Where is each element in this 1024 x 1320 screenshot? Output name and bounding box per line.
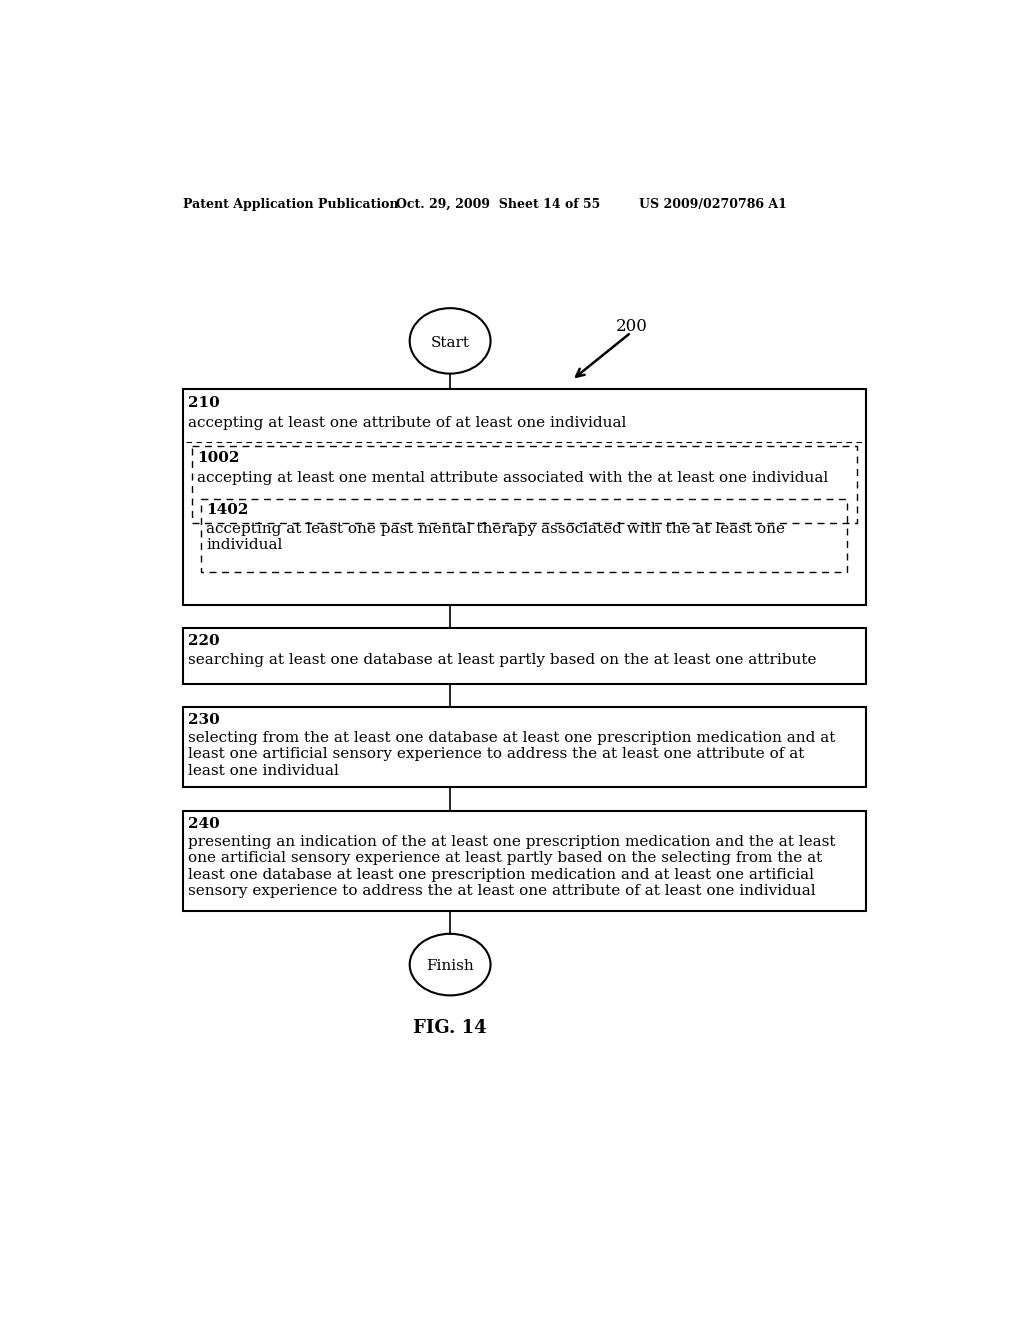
Bar (183, 706, 866, 788)
Text: accepting at least one past mental therapy associated with the at least one
indi: accepting at least one past mental thera… (206, 521, 785, 552)
Text: FIG. 14: FIG. 14 (414, 1019, 487, 1036)
Text: 220: 220 (188, 635, 220, 648)
Text: 230: 230 (188, 713, 220, 727)
Text: 1402: 1402 (206, 503, 249, 517)
Text: presenting an indication of the at least one prescription medication and the at : presenting an indication of the at least… (188, 836, 836, 898)
Text: 1002: 1002 (197, 451, 240, 465)
Text: 240: 240 (188, 817, 220, 830)
Text: Start: Start (431, 337, 470, 350)
Text: Finish: Finish (426, 960, 474, 973)
Bar (183, 628, 866, 684)
Text: searching at least one database at least partly based on the at least one attrib: searching at least one database at least… (188, 653, 817, 667)
Bar (202, 499, 848, 572)
Bar (183, 389, 866, 605)
Text: Oct. 29, 2009  Sheet 14 of 55: Oct. 29, 2009 Sheet 14 of 55 (396, 198, 600, 211)
Text: accepting at least one mental attribute associated with the at least one individ: accepting at least one mental attribute … (197, 471, 828, 484)
Text: 200: 200 (615, 318, 647, 335)
Bar (183, 810, 866, 911)
Text: selecting from the at least one database at least one prescription medication an: selecting from the at least one database… (188, 731, 836, 777)
Text: 210: 210 (188, 396, 220, 409)
Text: Patent Application Publication: Patent Application Publication (183, 198, 398, 211)
Text: accepting at least one attribute of at least one individual: accepting at least one attribute of at l… (188, 416, 627, 429)
Bar (193, 446, 857, 524)
Text: US 2009/0270786 A1: US 2009/0270786 A1 (639, 198, 786, 211)
